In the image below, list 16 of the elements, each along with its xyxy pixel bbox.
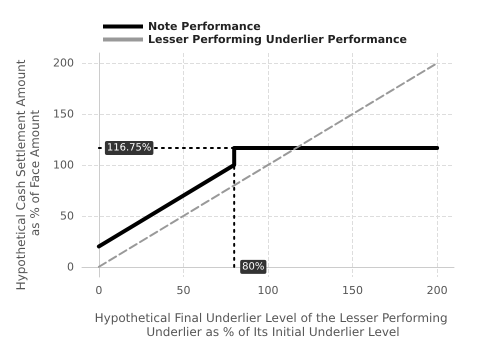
legend-label: Note Performance — [148, 20, 261, 33]
x-tick-label: 100 — [258, 284, 278, 297]
x-tick-label: 150 — [342, 284, 364, 297]
x-tick-label: 200 — [426, 284, 448, 297]
y-tick-label: 100 — [53, 158, 74, 172]
x-tick-label: 0 — [95, 284, 102, 297]
y-tick-label: 200 — [53, 56, 74, 70]
annotation: 116.75% — [106, 142, 152, 154]
x-axis-title: Hypothetical Final Underlier Level of the Lesser Performing Underlier as % of Its Initial Underlier Level — [94, 311, 452, 339]
y-tick-label: 150 — [53, 108, 74, 121]
y-tick-label: 50 — [60, 209, 74, 222]
annotation: 80% — [242, 261, 264, 272]
y-axis-title: Hypothetical Cash Settlement Amount as % of Face Amount — [14, 56, 42, 290]
x-tick-label: 50 — [176, 284, 190, 297]
legend-label: Lesser Performing Underlier Performance — [148, 33, 407, 46]
y-tick-label: 0 — [67, 260, 74, 274]
